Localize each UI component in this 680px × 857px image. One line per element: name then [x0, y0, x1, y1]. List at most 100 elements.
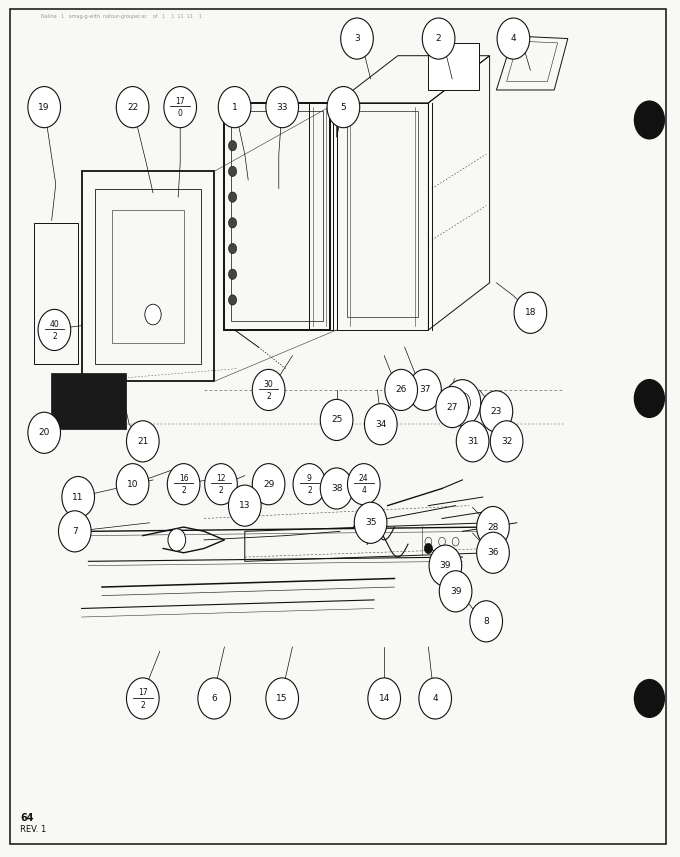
- Circle shape: [368, 678, 401, 719]
- Circle shape: [228, 295, 237, 305]
- Text: 13: 13: [239, 501, 250, 510]
- Circle shape: [320, 399, 353, 440]
- Circle shape: [347, 464, 380, 505]
- Circle shape: [168, 529, 186, 551]
- Text: 4: 4: [511, 34, 516, 43]
- Circle shape: [497, 18, 530, 59]
- Text: 21: 21: [137, 437, 148, 446]
- Text: 15: 15: [277, 694, 288, 703]
- Text: 28: 28: [488, 523, 498, 531]
- Text: 2: 2: [436, 34, 441, 43]
- Text: 9: 9: [307, 474, 312, 483]
- Circle shape: [228, 243, 237, 254]
- Circle shape: [126, 421, 159, 462]
- Circle shape: [164, 87, 197, 128]
- Text: 34: 34: [375, 420, 386, 428]
- Text: 0: 0: [177, 109, 183, 118]
- Text: 33: 33: [277, 103, 288, 111]
- Circle shape: [252, 464, 285, 505]
- Circle shape: [429, 545, 462, 586]
- Text: 5: 5: [341, 103, 346, 111]
- Circle shape: [470, 601, 503, 642]
- Circle shape: [490, 421, 523, 462]
- Circle shape: [341, 18, 373, 59]
- Text: 20: 20: [39, 428, 50, 437]
- Text: 2: 2: [182, 486, 186, 495]
- Text: 2: 2: [267, 392, 271, 401]
- Circle shape: [116, 87, 149, 128]
- Text: 64: 64: [20, 813, 34, 824]
- Text: 19: 19: [39, 103, 50, 111]
- Circle shape: [436, 387, 469, 428]
- Circle shape: [252, 369, 285, 411]
- Circle shape: [228, 141, 237, 151]
- Circle shape: [634, 380, 664, 417]
- Circle shape: [228, 485, 261, 526]
- Text: 23: 23: [491, 407, 502, 416]
- Circle shape: [456, 421, 489, 462]
- Circle shape: [38, 309, 71, 351]
- Text: 16: 16: [179, 474, 188, 483]
- Circle shape: [116, 464, 149, 505]
- Circle shape: [364, 404, 397, 445]
- Circle shape: [634, 101, 664, 139]
- Text: 29: 29: [263, 480, 274, 488]
- Text: 38: 38: [331, 484, 342, 493]
- Circle shape: [218, 87, 251, 128]
- Text: 39: 39: [450, 587, 461, 596]
- Circle shape: [424, 543, 432, 554]
- Circle shape: [205, 464, 237, 505]
- Circle shape: [126, 678, 159, 719]
- Circle shape: [419, 678, 452, 719]
- Circle shape: [228, 192, 237, 202]
- Text: 22: 22: [127, 103, 138, 111]
- Text: 39: 39: [440, 561, 451, 570]
- Circle shape: [198, 678, 231, 719]
- Text: 1: 1: [232, 103, 237, 111]
- Text: 2: 2: [52, 332, 56, 341]
- Text: 30: 30: [264, 380, 273, 389]
- Text: 11: 11: [73, 493, 84, 501]
- Text: 10: 10: [127, 480, 138, 488]
- Bar: [231, 111, 323, 321]
- Text: 2: 2: [141, 700, 145, 710]
- Circle shape: [327, 87, 360, 128]
- Text: 26: 26: [396, 386, 407, 394]
- Circle shape: [28, 412, 61, 453]
- Circle shape: [266, 87, 299, 128]
- Text: 2: 2: [307, 486, 311, 495]
- Circle shape: [293, 464, 326, 505]
- Circle shape: [228, 269, 237, 279]
- Text: 31: 31: [467, 437, 478, 446]
- Circle shape: [409, 369, 441, 411]
- Text: 25: 25: [331, 416, 342, 424]
- Bar: [428, 43, 479, 90]
- Text: 6: 6: [211, 694, 217, 703]
- Text: 36: 36: [488, 548, 498, 557]
- Text: 35: 35: [365, 518, 376, 527]
- Circle shape: [477, 532, 509, 573]
- Circle shape: [167, 464, 200, 505]
- Text: 24: 24: [359, 474, 369, 483]
- Circle shape: [634, 680, 664, 717]
- Circle shape: [58, 511, 91, 552]
- Text: 12: 12: [216, 474, 226, 483]
- Text: 2: 2: [219, 486, 223, 495]
- Circle shape: [266, 678, 299, 719]
- Circle shape: [62, 476, 95, 518]
- Circle shape: [320, 468, 353, 509]
- Circle shape: [385, 369, 418, 411]
- FancyBboxPatch shape: [51, 373, 126, 428]
- Text: 14: 14: [379, 694, 390, 703]
- Circle shape: [228, 166, 237, 177]
- Text: 32: 32: [501, 437, 512, 446]
- Circle shape: [228, 218, 237, 228]
- Circle shape: [439, 571, 472, 612]
- Circle shape: [422, 18, 455, 59]
- Text: 4: 4: [432, 694, 438, 703]
- Text: 17: 17: [138, 688, 148, 698]
- Text: 8: 8: [483, 617, 489, 626]
- Circle shape: [514, 292, 547, 333]
- Text: 27: 27: [447, 403, 458, 411]
- Circle shape: [444, 380, 481, 426]
